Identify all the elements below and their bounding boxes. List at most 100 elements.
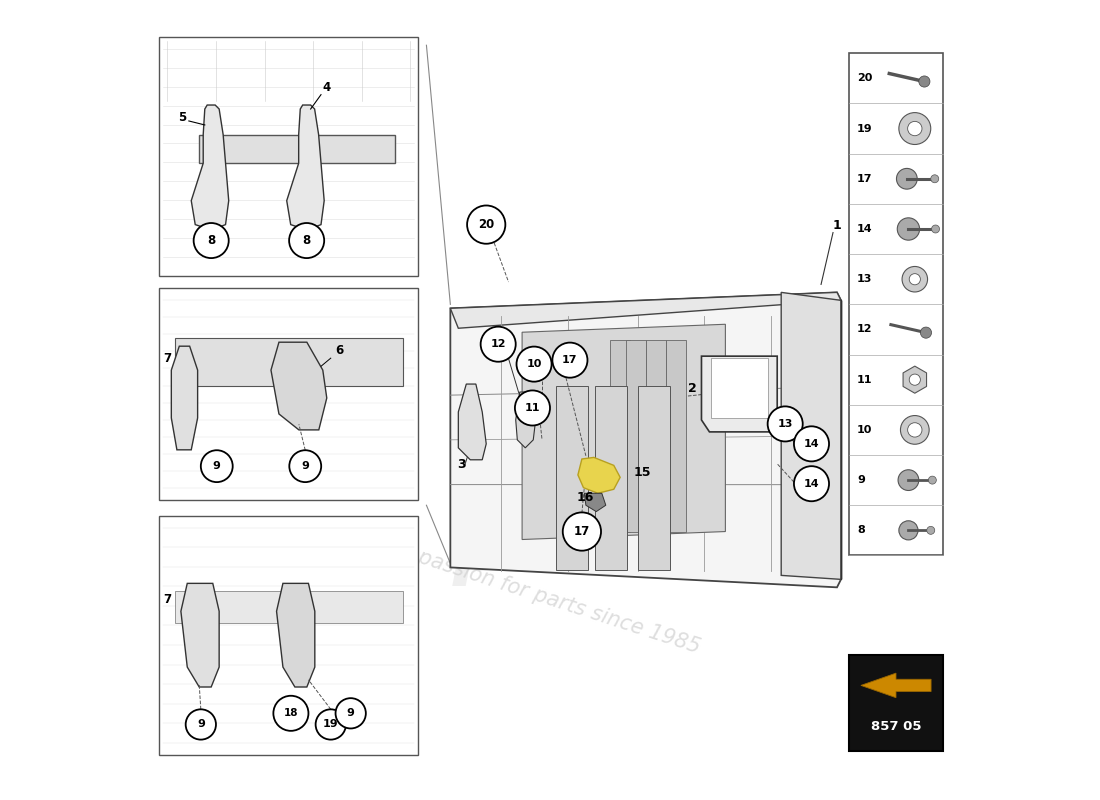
Polygon shape (584, 494, 606, 512)
Polygon shape (702, 356, 778, 432)
Text: 10: 10 (527, 359, 541, 369)
Polygon shape (459, 384, 486, 460)
Bar (175, 591, 403, 623)
Bar (175, 338, 403, 386)
Circle shape (932, 225, 939, 233)
Circle shape (928, 476, 936, 484)
Polygon shape (271, 342, 327, 430)
Bar (647, 340, 667, 531)
Circle shape (336, 698, 366, 729)
Text: 6: 6 (334, 344, 343, 357)
Text: 12: 12 (857, 325, 872, 334)
Bar (849, 655, 943, 750)
Bar (556, 386, 587, 570)
Circle shape (289, 223, 324, 258)
Circle shape (901, 415, 930, 444)
Text: 19: 19 (323, 719, 339, 730)
Circle shape (481, 326, 516, 362)
Text: 2: 2 (688, 382, 696, 395)
Text: 9: 9 (197, 719, 205, 730)
Circle shape (563, 513, 601, 550)
Polygon shape (450, 292, 842, 587)
Text: 11: 11 (525, 403, 540, 413)
Text: 9: 9 (301, 461, 309, 471)
Circle shape (910, 374, 921, 386)
Bar (626, 340, 647, 531)
Text: 8: 8 (302, 234, 311, 247)
Circle shape (910, 274, 921, 285)
Bar (667, 340, 686, 531)
Bar (199, 134, 395, 163)
Text: 4: 4 (322, 82, 331, 94)
Bar (638, 386, 670, 570)
Polygon shape (191, 105, 229, 229)
Circle shape (921, 327, 932, 338)
Circle shape (186, 710, 216, 740)
Circle shape (899, 521, 918, 540)
Text: 16: 16 (576, 491, 594, 504)
Text: euro
car
parts: euro car parts (453, 341, 679, 586)
Circle shape (194, 223, 229, 258)
Polygon shape (522, 324, 725, 539)
Text: 7: 7 (163, 594, 172, 606)
Text: 14: 14 (804, 439, 820, 449)
Polygon shape (711, 358, 768, 418)
Text: 18: 18 (284, 708, 298, 718)
Bar (609, 340, 629, 531)
Circle shape (931, 174, 938, 182)
Text: 857 05: 857 05 (871, 720, 921, 734)
Polygon shape (276, 583, 315, 687)
Polygon shape (180, 583, 219, 687)
Circle shape (908, 122, 922, 136)
Text: 9: 9 (346, 708, 354, 718)
Text: 17: 17 (562, 355, 578, 365)
Bar (849, 54, 943, 555)
Circle shape (898, 218, 920, 240)
Circle shape (201, 450, 233, 482)
Text: 14: 14 (804, 478, 820, 489)
Text: 8: 8 (857, 526, 865, 535)
Text: 13: 13 (778, 419, 793, 429)
Text: 9: 9 (857, 475, 865, 485)
Circle shape (918, 76, 930, 87)
Text: 15: 15 (634, 466, 651, 478)
Text: 1: 1 (833, 218, 842, 231)
Text: 14: 14 (857, 224, 872, 234)
Text: 12: 12 (491, 339, 506, 349)
Polygon shape (861, 673, 931, 698)
Text: 20: 20 (478, 218, 494, 231)
Polygon shape (172, 346, 198, 450)
Circle shape (274, 696, 308, 731)
Circle shape (794, 466, 829, 502)
Circle shape (896, 169, 917, 189)
Text: 3: 3 (456, 458, 465, 470)
Bar (160, 515, 418, 754)
Circle shape (517, 346, 551, 382)
Text: 7: 7 (163, 352, 172, 365)
Circle shape (316, 710, 345, 740)
Bar (595, 386, 627, 570)
Bar (160, 288, 418, 500)
Circle shape (768, 406, 803, 442)
Polygon shape (516, 392, 536, 448)
Circle shape (289, 450, 321, 482)
Circle shape (902, 266, 927, 292)
Text: 20: 20 (857, 74, 872, 83)
Text: 17: 17 (857, 174, 872, 184)
Text: 5: 5 (178, 111, 186, 124)
Polygon shape (903, 366, 926, 394)
Circle shape (794, 426, 829, 462)
Polygon shape (578, 458, 620, 494)
Circle shape (552, 342, 587, 378)
Circle shape (515, 390, 550, 426)
Text: 10: 10 (857, 425, 872, 435)
Bar (160, 38, 418, 277)
Text: 8: 8 (207, 234, 216, 247)
Text: 9: 9 (212, 461, 221, 471)
Text: 19: 19 (857, 123, 872, 134)
Circle shape (468, 206, 505, 244)
Circle shape (908, 422, 922, 437)
Text: a passion for parts since 1985: a passion for parts since 1985 (397, 541, 703, 658)
Polygon shape (781, 292, 842, 579)
Polygon shape (287, 105, 324, 229)
